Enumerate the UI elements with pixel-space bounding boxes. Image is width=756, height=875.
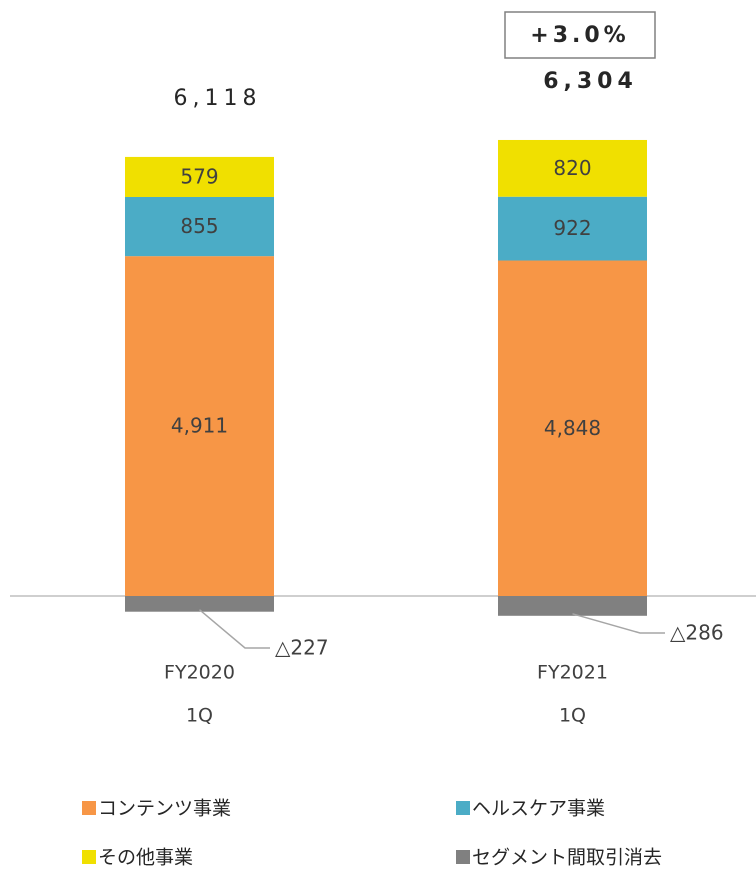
bar-segment (125, 596, 274, 612)
value-label: △286 (670, 621, 724, 645)
annotation-box (504, 11, 656, 59)
bar-segment (125, 196, 274, 257)
bar-segment (498, 139, 647, 197)
value-label: 4,848 (544, 416, 601, 440)
bar-segment (125, 156, 274, 197)
legend-label: その他事業 (98, 847, 193, 869)
x-tick-label: 1Q (186, 705, 213, 727)
annotation: +3.0% (530, 23, 629, 48)
bar-segment (498, 260, 647, 596)
value-label: △227 (275, 636, 329, 660)
x-tick-label: 1Q (559, 705, 586, 727)
legend-label: セグメント間取引消去 (472, 847, 662, 869)
bar-segment (125, 256, 274, 596)
leader-line (199, 609, 270, 649)
legend-swatch (456, 801, 470, 815)
value-label: 4,911 (171, 414, 228, 438)
total-label: 6,118 (174, 86, 262, 111)
value-label: 820 (553, 156, 591, 180)
leader-line (572, 613, 665, 634)
value-label: 922 (553, 216, 591, 240)
value-label: 855 (180, 214, 218, 238)
value-label: 579 (180, 164, 218, 188)
legend-label: コンテンツ事業 (98, 798, 231, 820)
legend-swatch (456, 850, 470, 864)
bar-segment (498, 196, 647, 261)
bar-segment (498, 596, 647, 616)
x-tick-label: FY2021 (537, 662, 608, 684)
legend-swatch (82, 801, 96, 815)
legend-label: ヘルスケア事業 (472, 798, 605, 820)
total-label: 6,304 (543, 69, 638, 94)
legend-swatch (82, 850, 96, 864)
x-tick-label: FY2020 (164, 662, 235, 684)
